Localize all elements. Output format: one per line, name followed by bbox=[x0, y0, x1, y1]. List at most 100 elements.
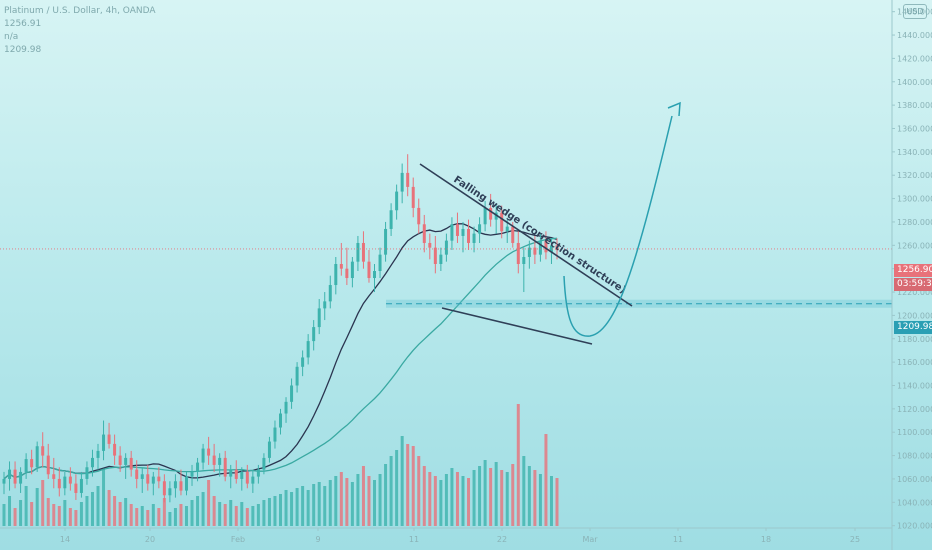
volume-bar bbox=[207, 480, 211, 526]
volume-bar bbox=[273, 496, 277, 526]
y-tick-label: 1040.000 bbox=[897, 498, 932, 507]
wedge-lower-line bbox=[441, 307, 593, 345]
candle-body bbox=[378, 254, 382, 272]
volume-bar bbox=[483, 460, 487, 526]
y-tick-label: 1120.000 bbox=[897, 405, 932, 414]
volume-bar bbox=[334, 476, 338, 526]
y-tick-label: 1460.000 bbox=[897, 8, 932, 17]
volume-bar bbox=[356, 474, 360, 526]
volume-bar bbox=[218, 502, 222, 526]
candle-body bbox=[406, 172, 410, 187]
volume-bar bbox=[212, 496, 216, 526]
candle-body bbox=[52, 474, 56, 479]
candle-body bbox=[24, 459, 28, 472]
volume-bar bbox=[8, 496, 12, 526]
volume-bar bbox=[135, 508, 139, 526]
candle-body bbox=[467, 228, 471, 243]
y-tick-label: 1160.000 bbox=[897, 358, 932, 367]
volume-bar bbox=[467, 478, 471, 526]
candle-body bbox=[439, 254, 443, 264]
x-tick-label: 11 bbox=[409, 535, 419, 544]
volume-bar bbox=[461, 476, 465, 526]
volume-bar bbox=[511, 464, 515, 526]
y-tick-label: 1220.000 bbox=[897, 288, 932, 297]
volume-bar bbox=[234, 506, 238, 526]
y-tick-label: 1180.000 bbox=[897, 335, 932, 344]
candle-body bbox=[533, 247, 537, 255]
y-tick-label: 1440.000 bbox=[897, 31, 932, 40]
candle-body bbox=[328, 285, 332, 302]
volume-bar bbox=[57, 506, 61, 526]
moving-average-fast bbox=[3, 223, 558, 480]
volume-bar bbox=[74, 510, 78, 526]
candle-body bbox=[8, 469, 12, 479]
candle-body bbox=[356, 242, 360, 262]
candle-body bbox=[179, 481, 183, 491]
volume-bar bbox=[472, 470, 476, 526]
candle-body bbox=[212, 455, 216, 465]
volume-bar bbox=[146, 510, 150, 526]
countdown-tag: 03:59:39 bbox=[894, 278, 932, 291]
candle-body bbox=[384, 228, 388, 255]
candle-body bbox=[2, 478, 6, 484]
volume-bar bbox=[339, 472, 343, 526]
volume-bar bbox=[124, 498, 128, 526]
candle-body bbox=[19, 471, 23, 484]
candle-body bbox=[417, 207, 421, 225]
candle-body bbox=[450, 224, 454, 241]
candle-body bbox=[312, 327, 316, 342]
candle-body bbox=[46, 455, 50, 475]
currency-button[interactable]: USD bbox=[903, 4, 927, 19]
candle-body bbox=[90, 457, 94, 468]
volume-bar bbox=[63, 500, 67, 526]
x-tick-label: 18 bbox=[761, 535, 771, 544]
legend-line-4: 1209.98 bbox=[4, 45, 42, 55]
candle-body bbox=[279, 413, 282, 428]
candle-body bbox=[41, 446, 45, 456]
volume-bar bbox=[284, 490, 288, 526]
volume-bar bbox=[290, 492, 294, 526]
volume-bar bbox=[90, 492, 94, 526]
candle-body bbox=[57, 478, 61, 489]
candle-body bbox=[306, 341, 310, 358]
legend-symbol[interactable]: Platinum / U.S. Dollar, 4h, OANDA bbox=[4, 6, 156, 16]
candle-body bbox=[234, 469, 238, 479]
volume-bar bbox=[196, 496, 200, 526]
candle-body bbox=[290, 385, 294, 402]
legend-line-3: n/a bbox=[4, 32, 19, 42]
volume-bar bbox=[439, 480, 443, 526]
volume-bar bbox=[450, 468, 454, 526]
x-tick-label: Feb bbox=[231, 535, 245, 544]
volume-bar bbox=[162, 498, 166, 526]
candle-body bbox=[428, 242, 432, 248]
candle-body bbox=[96, 450, 100, 458]
arrow-up-icon bbox=[667, 101, 681, 117]
x-tick-label: 11 bbox=[673, 535, 683, 544]
volume-bar bbox=[41, 480, 45, 526]
candle-body bbox=[527, 247, 531, 257]
candle-body bbox=[256, 469, 260, 477]
candle-body bbox=[85, 467, 89, 479]
candle-body bbox=[35, 446, 39, 468]
volume-bar bbox=[267, 498, 271, 526]
volume-bar bbox=[113, 496, 117, 526]
candle-body bbox=[301, 357, 305, 367]
volume-bar bbox=[328, 480, 332, 526]
candle-body bbox=[162, 481, 166, 496]
candle-body bbox=[461, 228, 465, 236]
volume-bar bbox=[361, 466, 365, 526]
volume-bar bbox=[229, 500, 233, 526]
volume-bar bbox=[157, 508, 161, 526]
candle-body bbox=[267, 441, 271, 458]
candle-body bbox=[201, 448, 205, 463]
volume-bar bbox=[240, 502, 244, 526]
volume-bar bbox=[184, 506, 188, 526]
volume-bar bbox=[295, 488, 299, 526]
volume-bar bbox=[555, 478, 559, 526]
volume-bar bbox=[317, 482, 321, 526]
candle-body bbox=[129, 457, 133, 470]
volume-bar bbox=[79, 502, 83, 526]
volume-bar bbox=[411, 446, 415, 526]
